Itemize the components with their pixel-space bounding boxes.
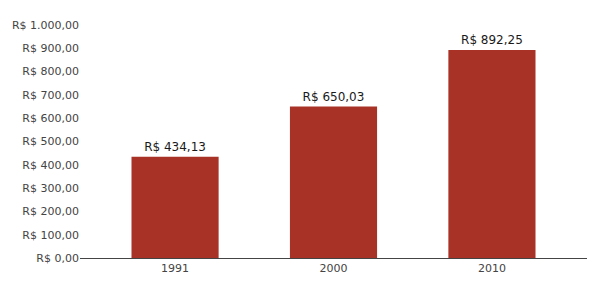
svg-text:R$ 650,03: R$ 650,03 [303, 90, 365, 104]
svg-text:R$ 600,00: R$ 600,00 [22, 112, 79, 125]
svg-text:R$ 200,00: R$ 200,00 [22, 205, 79, 218]
svg-text:2010: 2010 [478, 262, 506, 275]
svg-text:R$ 434,13: R$ 434,13 [144, 140, 206, 154]
svg-text:1991: 1991 [161, 262, 189, 275]
svg-text:R$ 1.000,00: R$ 1.000,00 [12, 19, 79, 32]
svg-text:R$ 400,00: R$ 400,00 [22, 159, 79, 172]
svg-text:R$ 300,00: R$ 300,00 [22, 182, 79, 195]
svg-text:R$ 892,25: R$ 892,25 [461, 33, 523, 47]
svg-text:R$ 0,00: R$ 0,00 [36, 252, 79, 265]
svg-text:R$ 900,00: R$ 900,00 [22, 42, 79, 55]
svg-text:R$ 800,00: R$ 800,00 [22, 65, 79, 78]
svg-text:R$ 100,00: R$ 100,00 [22, 229, 79, 242]
svg-text:2000: 2000 [320, 262, 348, 275]
svg-text:R$ 500,00: R$ 500,00 [22, 135, 79, 148]
svg-text:R$ 700,00: R$ 700,00 [22, 89, 79, 102]
